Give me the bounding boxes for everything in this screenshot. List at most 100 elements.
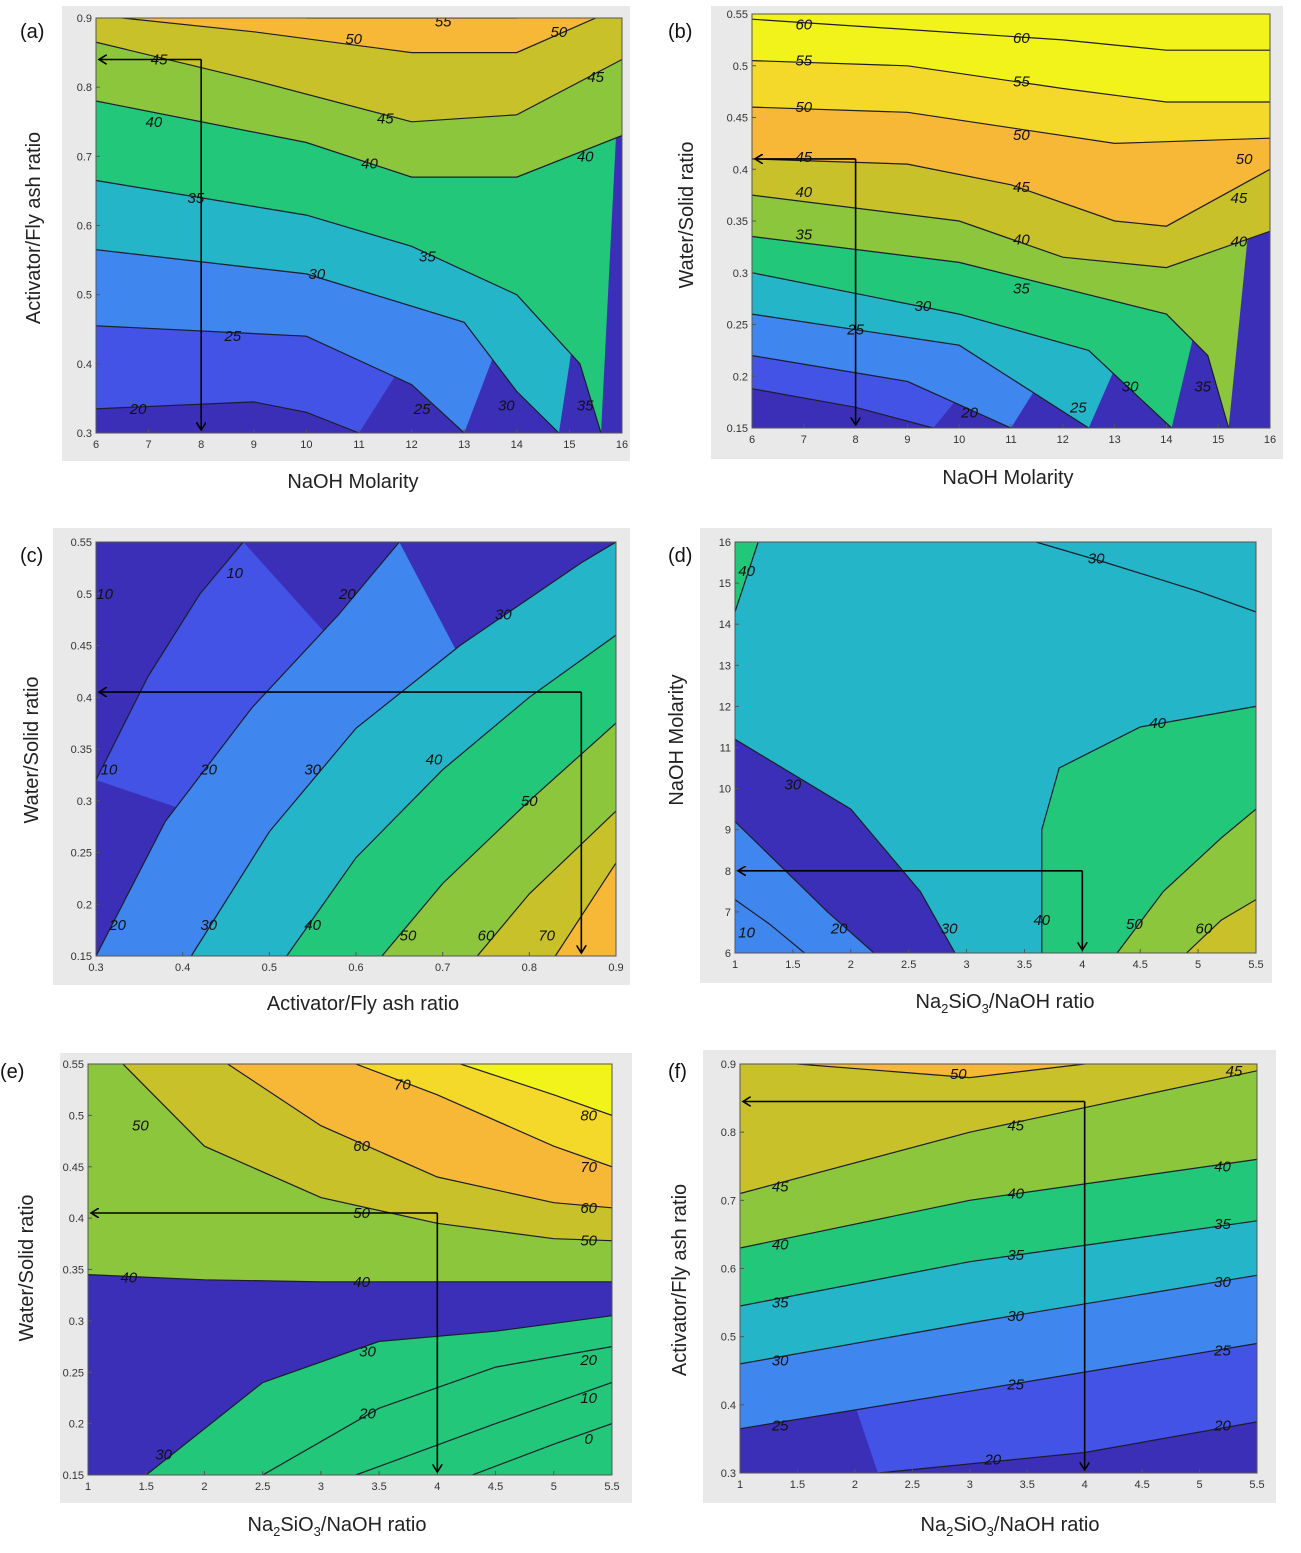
panel-b-xtick-label-9: 15 <box>1212 434 1224 446</box>
panel-e-xlabel-c: /NaOH ratio <box>321 1514 427 1536</box>
panel-b-contour-label-7: 35 <box>1194 379 1211 396</box>
panel-a-contour-label-1: 25 <box>223 328 241 345</box>
panel-c-ytick-label-2: 0.25 <box>71 848 92 860</box>
panel-d-contour-label-6: 40 <box>1149 715 1166 732</box>
panel-f-xlabel-c: /NaOH ratio <box>994 1514 1100 1536</box>
panel-a-contour-label-6: 35 <box>419 249 436 266</box>
panel-e-ytick-label-0: 0.15 <box>63 1470 84 1482</box>
panel-b-contour-label-18: 55 <box>1013 73 1030 90</box>
panel-f-contour-label-4: 25 <box>1213 1342 1231 1359</box>
panel-d-contour-30-3 <box>1035 542 1256 613</box>
panel-b-xtick-label-4: 10 <box>953 434 965 446</box>
panel-d-xtick-label-7: 4.5 <box>1133 959 1148 971</box>
panel-f-contour-label-3: 25 <box>1006 1376 1024 1393</box>
panel-e-xtick-label-1: 1.5 <box>139 1481 154 1493</box>
panel-f-xlabel: Na2SiO3/NaOH ratio <box>921 1514 1100 1539</box>
panel-d-contour-label-5: 40 <box>1033 912 1050 929</box>
panel-b-contour-label-0: 20 <box>960 405 978 422</box>
panel-d-contour-label-7: 40 <box>738 563 755 580</box>
panel-a-xtick-label-5: 11 <box>353 439 364 451</box>
panel-b-region-60 <box>752 14 1270 51</box>
panel-d-xtick-label-8: 5 <box>1195 959 1201 971</box>
panel-e-contour-10-1 <box>355 1381 612 1475</box>
panel-f-contour-label-12: 40 <box>1007 1186 1024 1203</box>
panel-e-contour-50-5 <box>122 1064 612 1242</box>
panel-b-contour-label-10: 40 <box>1231 234 1248 251</box>
panel-f-contour-label-9: 35 <box>1007 1247 1024 1264</box>
panel-e-contour-label-14: 70 <box>580 1159 597 1176</box>
panel-d-xtick-label-3: 2.5 <box>901 959 916 971</box>
panel-d-ytick-label-5: 11 <box>720 743 731 755</box>
panel-a-contour-35-3 <box>96 179 602 433</box>
panel-c-contour-30-2 <box>190 542 616 956</box>
panel-b-contour-label-3: 30 <box>915 298 932 315</box>
panel-a-ytick-label-4: 0.7 <box>77 151 92 163</box>
panel-c-contour-label-5: 20 <box>108 917 126 934</box>
panel-e-contour-label-1: 10 <box>580 1390 597 1407</box>
panel-e-region-30 <box>146 1315 612 1475</box>
panel-e-ylabel: Water/Solid ratio <box>16 1194 38 1341</box>
panel-c-ytick-label-4: 0.35 <box>71 744 92 756</box>
panel-b-xlabel: NaOH Molarity <box>942 467 1073 489</box>
panel-a-contour-label-15: 50 <box>551 24 568 41</box>
panel-b-ylabel: Water/Solid ratio <box>676 141 698 288</box>
panel-f-contour-label-10: 35 <box>1214 1216 1231 1233</box>
panel-b-xtick-label-7: 13 <box>1108 434 1120 446</box>
panel-b-xtick-label-2: 8 <box>853 434 859 446</box>
panel-f-contour-50-6 <box>797 1064 1085 1079</box>
panel-d-ytick-label-10: 16 <box>719 537 731 549</box>
panel-a-contour-20-0 <box>96 401 360 433</box>
panel-e-region-80 <box>88 1064 612 1116</box>
panel-e-contour-40-4 <box>88 1274 612 1283</box>
panel-f-ytick-label-3: 0.6 <box>721 1264 736 1276</box>
panel-a-contour-label-12: 45 <box>377 110 394 127</box>
panel-b: (b) NaOH Molarity Water/Solid ratio 20 25… <box>668 6 1283 489</box>
panel-f-contour-label-13: 40 <box>1214 1158 1231 1175</box>
panel-b-ytick-label-5: 0.4 <box>733 164 748 176</box>
panel-d-ytick-label-9: 15 <box>719 578 731 590</box>
panel-a-contour-label-2: 25 <box>413 401 431 418</box>
panel-d-region-20 <box>735 821 874 953</box>
panel-f-xtick-label-3: 2.5 <box>905 1479 920 1491</box>
panel-e-ytick-label-6: 0.45 <box>63 1162 84 1174</box>
panel-a-contour-label-3: 30 <box>309 266 326 283</box>
panel-e-ytick-label-4: 0.35 <box>63 1265 84 1277</box>
panel-d-xlabel-sub2: 3 <box>982 1001 989 1016</box>
panel-d-plot-area: 10 20 30 30 30 40 40 40 50 60 <box>735 542 1256 953</box>
panel-e-contour-label-7: 40 <box>353 1274 370 1291</box>
panel-e-contour-label-13: 70 <box>394 1077 411 1094</box>
panel-b-contour-label-9: 40 <box>1013 232 1030 249</box>
panel-c-xtick-label-1: 0.4 <box>175 962 190 974</box>
panel-d-contour-30-2 <box>735 738 956 953</box>
panel-c-ytick-label-5: 0.4 <box>77 692 92 704</box>
panel-e-contour-label-11: 60 <box>353 1138 370 1155</box>
panel-c-contour-label-10: 40 <box>304 917 321 934</box>
panel-e-xtick-label-6: 4 <box>434 1481 440 1493</box>
panel-f-xlabel-sub: 2 <box>946 1524 953 1539</box>
panel-b-contour-label-20: 60 <box>1013 30 1030 47</box>
panel-f-xlabel-a: Na <box>921 1514 947 1536</box>
panel-e-ytick-label-1: 0.2 <box>69 1419 84 1431</box>
panel-c-xtick-label-5: 0.8 <box>522 962 537 974</box>
panel-f-contour-label-5: 30 <box>772 1353 789 1370</box>
panel-c-contour-20-1 <box>96 542 400 956</box>
panel-b-contour-label-2: 25 <box>1069 399 1087 416</box>
panel-d-ytick-label-7: 13 <box>719 660 731 672</box>
panel-b-ytick-label-3: 0.3 <box>733 268 748 280</box>
panel-d-contour-50-6 <box>1116 808 1256 953</box>
panel-a-contour-label-8: 40 <box>146 114 163 131</box>
panel-f-xlabel-sub2: 3 <box>987 1524 994 1539</box>
panel-e-contour-70-7 <box>355 1064 612 1168</box>
panel-b-contour-50-7 <box>752 106 1270 145</box>
panel-a-contour-label-4: 30 <box>498 397 515 414</box>
panel-a-contour-label-5: 35 <box>188 190 205 207</box>
panel-d-xtick-label-5: 3.5 <box>1017 959 1032 971</box>
panel-a-xtick-label-2: 8 <box>198 439 204 451</box>
panel-b-contour-25-2 <box>752 313 1090 428</box>
panel-e-contour-label-4: 30 <box>155 1447 172 1464</box>
panel-c-plot-area: 10 10 10 20 20 20 30 30 30 40 40 50 50 60 70 <box>96 542 616 956</box>
panel-b-contour-label-8: 40 <box>795 184 812 201</box>
panel-c-contour-label-8: 30 <box>200 917 217 934</box>
panel-d-contour-label-3: 30 <box>941 920 958 937</box>
panel-b-contour-60-9 <box>752 18 1270 51</box>
